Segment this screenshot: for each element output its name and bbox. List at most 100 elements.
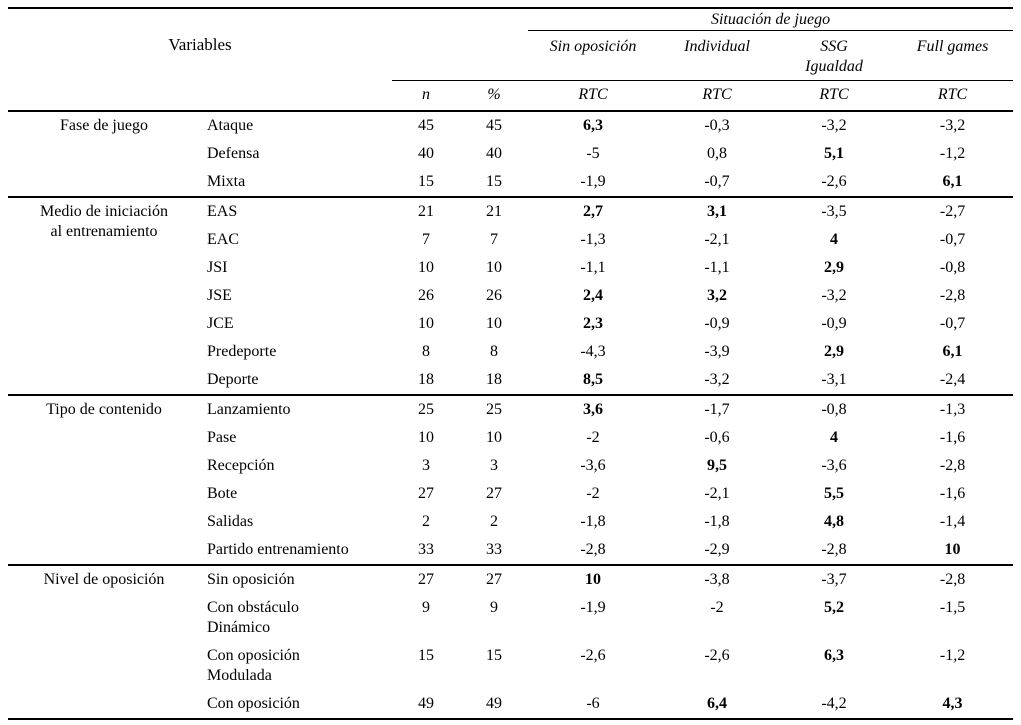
rtc-individual: 3,1 (658, 196, 777, 226)
rtc-ssg-igualdad: -3,7 (776, 564, 893, 594)
row-label: Con obstáculo Dinámico (207, 599, 299, 636)
rtc-ssg-igualdad: 4 (830, 231, 839, 248)
rtc-individual: 6,4 (707, 695, 728, 712)
rtc-individual: 0,8 (707, 145, 728, 162)
row-label: Deporte (207, 371, 259, 388)
n-value: 10 (418, 429, 435, 446)
n-value: 40 (418, 145, 435, 162)
table-row: Fase de juego Ataque 45 45 6,3 -0,3 -3,2… (8, 111, 1013, 140)
rtc-full-games: -2,7 (892, 196, 1014, 226)
n-value: 10 (418, 259, 435, 276)
n-value: 18 (418, 371, 435, 388)
rtc-ssg-igualdad: 5,1 (824, 145, 845, 162)
rtc-ssg-igualdad: -3,6 (821, 457, 847, 474)
pct-value: 7 (490, 231, 499, 248)
rtc-ssg-igualdad: -3,1 (821, 371, 847, 388)
row-label: Sin oposición (200, 564, 393, 594)
rtc-ssg-igualdad: 2,9 (824, 343, 845, 360)
table-row: Deporte 18 18 8,5 -3,2 -3,1 -2,4 (8, 366, 1013, 395)
pct-value: 26 (486, 287, 503, 304)
empty-header-cell (8, 80, 393, 112)
row-label: Partido entrenamiento (207, 541, 349, 558)
table-row: Con obstáculo Dinámico 9 9 -1,9 -2 5,2 -… (8, 594, 1013, 642)
category-fase-de-juego: Fase de juego (60, 117, 148, 134)
rtc-sin-oposicion: -6 (586, 695, 600, 712)
rtc-full-games: -0,7 (939, 315, 966, 332)
rtc-individual: -2,9 (704, 541, 730, 558)
table-row: Bote 27 27 -2 -2,1 5,5 -1,6 (8, 480, 1013, 508)
pct-value: 49 (486, 695, 503, 712)
table-row: Predeporte 8 8 -4,3 -3,9 2,9 6,1 (8, 338, 1013, 366)
row-label: Defensa (207, 145, 260, 162)
table-row: Mixta 15 15 -1,9 -0,7 -2,6 6,1 (8, 168, 1013, 197)
rtc-sin-oposicion: -1,9 (580, 173, 606, 190)
rtc-full-games: -1,6 (939, 429, 966, 446)
pct-value: 33 (486, 541, 503, 558)
rtc-individual: -1,8 (704, 513, 730, 530)
n-value: 27 (392, 564, 461, 594)
n-value: 25 (392, 394, 461, 424)
row-label: Lanzamiento (200, 394, 393, 424)
table-row: Con oposición Modulada 15 15 -2,6 -2,6 6… (8, 642, 1013, 690)
rtc-header-full-games: RTC (892, 80, 1014, 112)
category-tipo-de-contenido: Tipo de contenido (8, 394, 200, 565)
table-row: Recepción 3 3 -3,6 9,5 -3,6 -2,8 (8, 452, 1013, 480)
section-nivel-de-oposicion: Nivel de oposición Sin oposición 27 27 1… (8, 564, 1014, 719)
rtc-ssg-igualdad: 2,9 (824, 259, 845, 276)
table-row: Salidas 2 2 -1,8 -1,8 4,8 -1,4 (8, 508, 1013, 536)
rtc-individual: -3,2 (704, 371, 730, 388)
pct-value: 25 (460, 394, 529, 424)
results-table: Variables Situación de juego Sin oposici… (8, 7, 1014, 720)
rtc-ssg-igualdad: -3,2 (821, 287, 847, 304)
row-label: Recepción (207, 457, 275, 474)
rtc-header-ssg-igualdad: RTC (776, 80, 893, 112)
pct-value: 40 (486, 145, 503, 162)
table-row: Nivel de oposición Sin oposición 27 27 1… (8, 564, 1014, 719)
n-value: 15 (418, 647, 435, 664)
col-header-full-games: Full games (916, 38, 989, 55)
pct-value: 45 (486, 117, 503, 134)
rtc-ssg-igualdad: 5,2 (824, 599, 845, 616)
rtc-sin-oposicion: 6,3 (583, 117, 604, 134)
rtc-sin-oposicion: -2,8 (580, 541, 606, 558)
table-row: JCE 10 10 2,3 -0,9 -0,9 -0,7 (8, 310, 1013, 338)
n-value: 7 (422, 231, 431, 248)
rtc-ssg-igualdad: -2,6 (821, 173, 847, 190)
category-medio-de-iniciacion: Medio de iniciación al entrenamiento (8, 196, 200, 395)
rtc-individual: -0,7 (704, 173, 730, 190)
rtc-full-games: -2,8 (892, 564, 1014, 594)
rtc-sin-oposicion: 2,4 (583, 287, 604, 304)
n-value: 45 (418, 117, 435, 134)
rtc-sin-oposicion: 3,6 (528, 394, 659, 424)
pct-value: 8 (490, 343, 499, 360)
rtc-individual: -1,1 (704, 259, 730, 276)
pct-value: 15 (486, 173, 503, 190)
table-row: JSI 10 10 -1,1 -1,1 2,9 -0,8 (8, 254, 1013, 282)
table-row: Pase 10 10 -2 -0,6 4 -1,6 (8, 424, 1013, 452)
rtc-individual: -1,7 (658, 394, 777, 424)
rtc-full-games: -1,6 (939, 485, 966, 502)
table-row: EAC 7 7 -1,3 -2,1 4 -0,7 (8, 226, 1013, 254)
rtc-individual: -3,9 (704, 343, 730, 360)
rtc-individual: 9,5 (707, 457, 728, 474)
table-row: Tipo de contenido Lanzamiento 25 25 3,6 … (8, 394, 1014, 565)
row-label: Con oposición Modulada (207, 647, 300, 684)
pct-value: 2 (490, 513, 499, 530)
rtc-individual: 3,2 (707, 287, 728, 304)
rtc-individual: -0,3 (704, 117, 730, 134)
table-row: Defensa 40 40 -5 0,8 5,1 -1,2 (8, 140, 1013, 168)
rtc-header-sin-oposicion: RTC (528, 80, 659, 112)
rtc-full-games: -3,2 (939, 117, 966, 134)
rtc-ssg-igualdad: -4,2 (821, 695, 847, 712)
n-value: 3 (422, 457, 431, 474)
n-value: 21 (392, 196, 461, 226)
table-row: Con oposición 49 49 -6 6,4 -4,2 4,3 (8, 690, 1013, 719)
rtc-sin-oposicion: 2,3 (583, 315, 604, 332)
rtc-full-games: -2,4 (939, 371, 966, 388)
row-label: Con oposición (207, 695, 300, 712)
rtc-ssg-igualdad: -0,8 (776, 394, 893, 424)
pct-value: 15 (486, 647, 503, 664)
table-row: Medio de iniciación al entrenamiento EAS… (8, 196, 1014, 395)
category-nivel-de-oposicion: Nivel de oposición (8, 564, 200, 719)
rtc-ssg-igualdad: -0,9 (821, 315, 847, 332)
